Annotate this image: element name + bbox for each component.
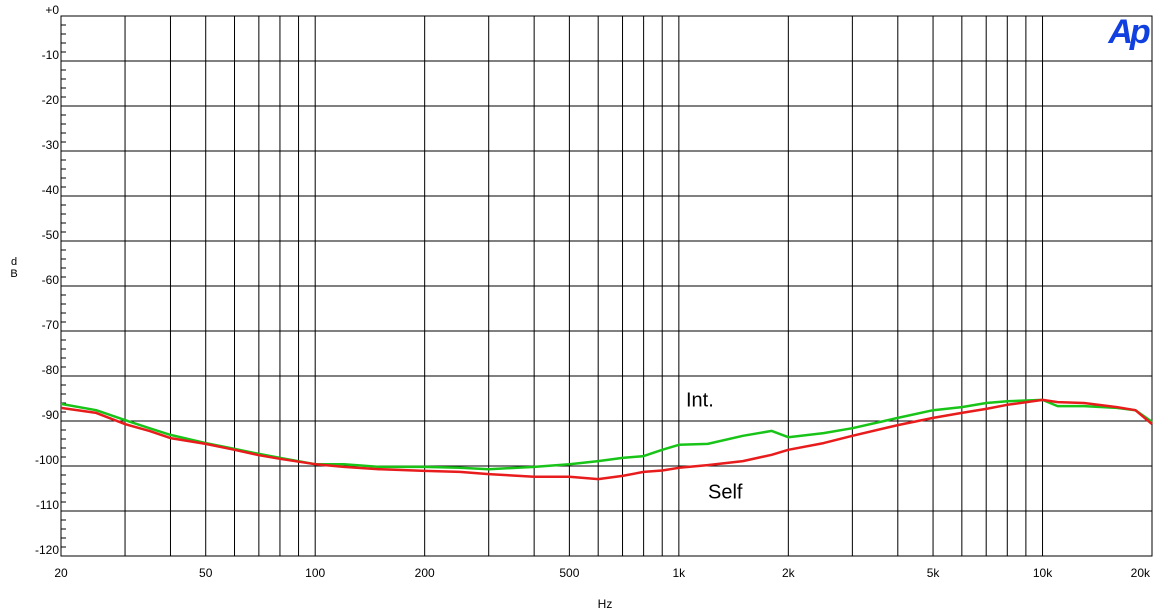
y-tick-label: +0: [45, 3, 59, 17]
series-line: [60, 398, 1153, 481]
x-tick-label: 1k: [673, 566, 687, 580]
series-label: Int.: [686, 389, 714, 411]
x-tick-label: 500: [559, 566, 579, 580]
x-tick-label: 20: [54, 566, 68, 580]
y-tick-label: -50: [42, 228, 60, 242]
x-tick-label: 200: [415, 566, 435, 580]
x-tick-label: 20k: [1131, 566, 1151, 580]
y-tick-label: -110: [36, 498, 59, 512]
y-tick-label: -40: [42, 183, 60, 197]
y-tick-label: -100: [35, 453, 59, 467]
y-tick-label: -120: [35, 543, 59, 557]
x-tick-label: 100: [305, 566, 325, 580]
y-tick-label: -20: [42, 93, 60, 107]
x-tick-label: 2k: [782, 566, 796, 580]
series-line: [60, 398, 1153, 471]
series-label: Self: [708, 481, 743, 503]
y-axis-label: dB: [8, 256, 20, 280]
y-tick-label: -10: [42, 48, 60, 62]
y-tick-label: -30: [42, 138, 60, 152]
y-tick-label: -90: [42, 408, 60, 422]
x-axis-label: Hz: [598, 597, 613, 611]
y-tick-label: -70: [42, 318, 60, 332]
y-tick-label: -80: [42, 363, 60, 377]
y-tick-label: -60: [42, 273, 60, 287]
x-tick-label: 10k: [1033, 566, 1053, 580]
x-tick-label: 50: [199, 566, 213, 580]
x-tick-label: 5k: [927, 566, 941, 580]
logo: Ap: [1107, 13, 1150, 51]
